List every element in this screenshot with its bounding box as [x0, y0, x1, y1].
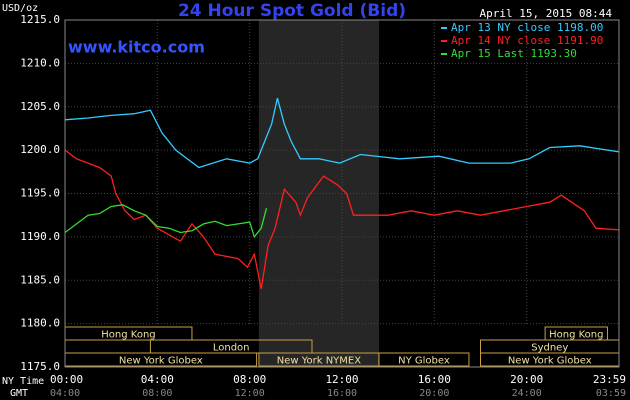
x-tick-label: 12:00 — [325, 373, 358, 386]
x2-tick-label: 20:00 — [419, 388, 449, 399]
x-tick-label: 16:00 — [418, 373, 451, 386]
foreground-layer: Hong Kong Hong Kong London Sydney New York G… — [20, 13, 626, 399]
timestamp: April 15, 2015 08:44 — [480, 7, 613, 20]
x-tick-label: 23:59 — [593, 373, 626, 386]
x2-tick-label: 08:00 — [142, 388, 172, 399]
x2-tick-label: 12:00 — [235, 388, 265, 399]
legend-label: Apr 14 NY close 1191.90 — [451, 34, 603, 47]
session-label: New York Globex — [508, 356, 592, 367]
shade-layer — [258, 20, 379, 367]
x2-tick-label: 24:00 — [512, 388, 542, 399]
session-label: Hong Kong — [101, 330, 155, 341]
session-shade — [258, 20, 379, 367]
x2-tick-label: 03:59 — [596, 388, 626, 399]
x-axis-label: NY Time — [2, 376, 44, 387]
y-tick-label: 1210.0 — [20, 56, 60, 69]
session-label: London — [213, 343, 250, 354]
chart-title: 24 Hour Spot Gold (Bid) — [178, 1, 406, 21]
x-tick-label: 00:00 — [50, 373, 83, 386]
plot-border — [64, 19, 620, 368]
session-label: New York NYMEX — [277, 356, 362, 367]
y-tick-label: 1175.0 — [20, 360, 60, 373]
y-tick-label: 1215.0 — [20, 13, 60, 26]
session-box — [378, 352, 470, 367]
price-line — [64, 97, 620, 169]
x2-axis-label: GMT — [10, 388, 28, 399]
legend-label: Apr 13 NY close 1198.00 — [451, 21, 603, 34]
legend-label: Apr 15 Last 1193.30 — [451, 47, 577, 60]
y-tick-label: 1205.0 — [20, 100, 60, 113]
price-line — [64, 204, 268, 239]
session-label: Hong Kong — [549, 330, 603, 341]
y-tick-label: 1195.0 — [20, 187, 60, 200]
x-tick-label: 08:00 — [233, 373, 266, 386]
line-layer — [64, 97, 620, 290]
x-tick-label: 04:00 — [141, 373, 174, 386]
session-label: NY Globex — [398, 356, 450, 367]
y-axis-label: USD/oz — [2, 3, 38, 14]
watermark: www.kitco.com — [68, 38, 205, 57]
x-tick-label: 20:00 — [510, 373, 543, 386]
price-line — [64, 149, 620, 290]
y-tick-label: 1190.0 — [20, 230, 60, 243]
y-tick-label: 1185.0 — [20, 273, 60, 286]
x2-tick-label: 04:00 — [50, 388, 80, 399]
session-label: New York Globex — [119, 356, 203, 367]
y-tick-label: 1180.0 — [20, 317, 60, 330]
session-label: Sydney — [531, 343, 568, 354]
y-tick-label: 1200.0 — [20, 143, 60, 156]
x2-tick-label: 16:00 — [327, 388, 357, 399]
